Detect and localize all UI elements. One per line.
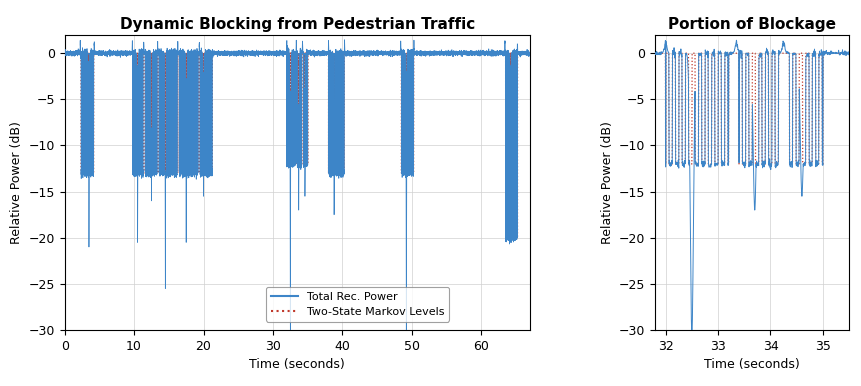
X-axis label: Time (seconds): Time (seconds) xyxy=(249,358,344,371)
Legend: Total Rec. Power, Two-State Markov Levels: Total Rec. Power, Two-State Markov Level… xyxy=(266,287,449,322)
Y-axis label: Relative Power (dB): Relative Power (dB) xyxy=(10,121,23,244)
X-axis label: Time (seconds): Time (seconds) xyxy=(703,358,799,371)
Title: Dynamic Blocking from Pedestrian Traffic: Dynamic Blocking from Pedestrian Traffic xyxy=(120,17,474,32)
Title: Portion of Blockage: Portion of Blockage xyxy=(667,17,835,32)
Y-axis label: Relative Power (dB): Relative Power (dB) xyxy=(600,121,613,244)
